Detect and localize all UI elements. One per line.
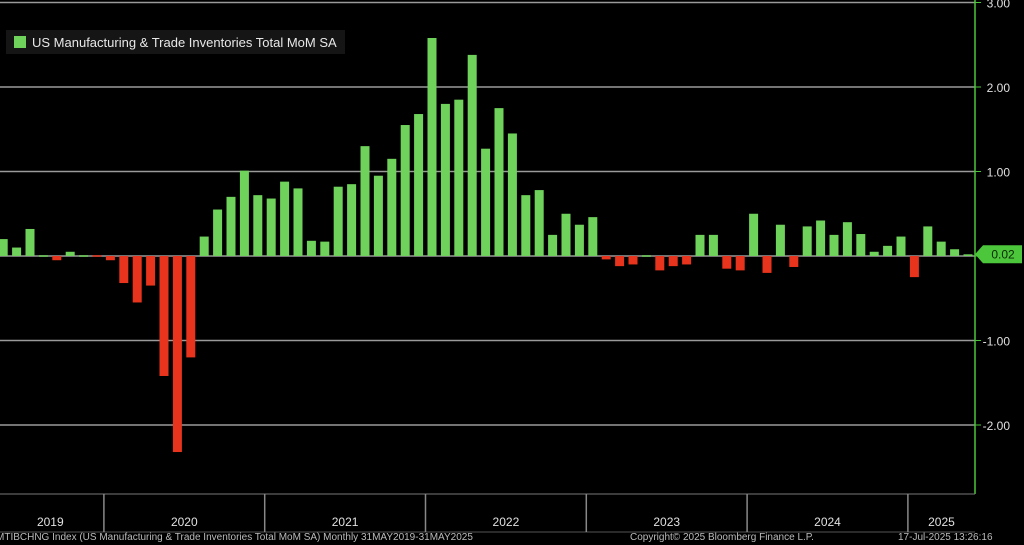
bar — [655, 256, 665, 271]
bar — [467, 54, 477, 256]
bar — [601, 256, 611, 260]
bar — [521, 195, 531, 256]
bar — [762, 256, 772, 273]
bar — [963, 254, 973, 256]
bar — [909, 256, 919, 278]
bar — [427, 37, 437, 256]
bar — [199, 236, 209, 256]
bar — [695, 234, 705, 256]
bars — [0, 37, 973, 453]
bar — [280, 181, 290, 256]
bar — [816, 220, 826, 256]
bar — [481, 148, 491, 256]
legend: US Manufacturing & Trade Inventories Tot… — [6, 30, 345, 54]
bar — [186, 256, 196, 358]
bar — [615, 256, 625, 267]
bar — [38, 255, 48, 257]
y-tick-label: 2.00 — [987, 81, 1011, 95]
bar — [65, 251, 75, 256]
bar — [883, 245, 893, 256]
x-tick-label: 2022 — [493, 515, 520, 529]
bar — [682, 256, 692, 265]
y-tick-label: -2.00 — [983, 419, 1011, 433]
bar — [213, 209, 223, 256]
last-value-label: 0.02 — [991, 247, 1015, 261]
bar — [146, 256, 156, 286]
bar — [588, 217, 598, 256]
bar — [400, 125, 410, 257]
legend-label: US Manufacturing & Trade Inventories Tot… — [32, 34, 337, 50]
bar — [869, 251, 879, 256]
bar — [628, 256, 638, 265]
bar — [347, 184, 357, 256]
bar — [172, 256, 182, 453]
x-tick-label: 2025 — [928, 515, 955, 529]
y-axis: 3.00 2.00 1.00 -1.00 -2.00 0.02 — [974, 0, 1022, 494]
bar — [226, 196, 236, 256]
x-tick-label: 2021 — [332, 515, 359, 529]
bar — [454, 99, 464, 256]
y-tick-label: -1.00 — [983, 335, 1011, 349]
bar — [253, 195, 263, 256]
bar — [789, 256, 799, 267]
bar — [735, 256, 745, 271]
bar — [333, 186, 343, 256]
bar — [25, 228, 35, 256]
bar — [373, 175, 383, 256]
footer-index: MTIBCHNG Index (US Manufacturing & Trade… — [0, 532, 473, 543]
bar — [950, 249, 960, 256]
x-tick-label: 2019 — [37, 515, 64, 529]
bar — [79, 255, 89, 257]
bar — [534, 190, 544, 256]
bar — [936, 241, 946, 256]
bar — [561, 213, 571, 256]
bar — [52, 256, 62, 261]
bar — [159, 256, 169, 376]
bar — [92, 255, 102, 257]
x-tick-label: 2023 — [653, 515, 680, 529]
footer: MTIBCHNG Index (US Manufacturing & Trade… — [0, 532, 1024, 545]
footer-copyright: Copyright© 2025 Bloomberg Finance L.P. — [630, 532, 814, 543]
bar — [414, 114, 424, 256]
y-tick-label: 3.00 — [987, 0, 1011, 11]
bar — [749, 213, 759, 256]
legend-swatch — [14, 36, 26, 48]
bar — [668, 256, 678, 267]
bar — [923, 226, 933, 256]
bar — [722, 256, 732, 269]
bar — [132, 256, 142, 303]
bar — [507, 133, 517, 256]
bar — [105, 256, 115, 261]
bar — [360, 146, 370, 256]
bar — [293, 188, 303, 256]
y-tick-label: 1.00 — [987, 166, 1011, 180]
bar — [775, 224, 785, 256]
bar — [641, 255, 651, 257]
bar — [0, 239, 8, 256]
bar — [829, 234, 839, 256]
bar — [708, 234, 718, 256]
bar — [440, 103, 450, 257]
bar — [387, 158, 397, 256]
bar — [842, 222, 852, 256]
x-tick-label: 2020 — [171, 515, 198, 529]
bar — [320, 241, 330, 256]
bar — [119, 256, 129, 284]
footer-timestamp: 17-Jul-2025 13:26:16 — [898, 532, 993, 543]
bar — [548, 234, 558, 256]
bar — [896, 236, 906, 256]
x-axis: 2019 2020 2021 2022 2023 2024 2025 — [0, 493, 975, 533]
bar — [306, 240, 316, 256]
last-value-tag — [975, 245, 1022, 264]
bar — [12, 247, 22, 256]
bar — [856, 234, 866, 256]
bar — [802, 226, 812, 256]
x-tick-label: 2024 — [814, 515, 841, 529]
bar — [574, 224, 584, 256]
bar — [494, 108, 504, 256]
bar — [239, 170, 249, 256]
bar — [266, 198, 276, 256]
